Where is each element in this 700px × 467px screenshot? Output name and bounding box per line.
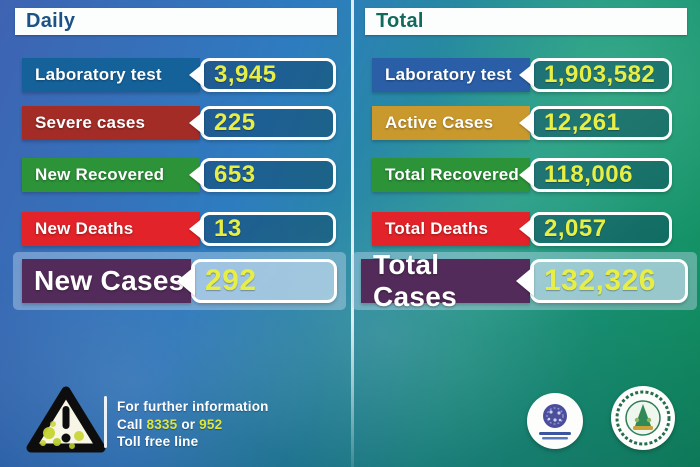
stat-row: Laboratory test 3,945 [22,58,336,92]
stat-label: Total Recovered [385,165,520,184]
phone-number-2: 952 [199,416,223,432]
stat-row: Active Cases 12,261 [372,106,672,140]
left-arrow-icon [519,111,534,135]
stat-value-box: 3,945 [189,58,336,92]
left-arrow-icon [189,111,204,135]
stat-value-box: 2,057 [519,212,672,246]
stat-value: 12,261 [544,109,621,136]
stat-label: New Cases [34,265,185,296]
stat-label-bar: Active Cases [372,106,530,140]
stat-label: Laboratory test [385,65,512,84]
stat-value-box: 292 [177,259,337,303]
hotline-line2: Call 8335 or 952 [117,416,269,434]
stat-label: Active Cases [385,113,494,132]
hotline-line3: Toll free line [117,434,199,449]
footer-divider [104,396,107,448]
left-arrow-icon [519,63,534,87]
stat-row: New Recovered 653 [22,158,336,192]
new-cases-highlight-row: New Cases 292 [13,252,346,310]
total-header: Total [365,8,687,35]
left-arrow-icon [189,63,204,87]
stat-label: Total Cases [373,249,458,312]
left-arrow-icon [189,163,204,187]
stat-value: 132,326 [544,264,656,297]
stat-label-bar: Laboratory test [22,58,200,92]
stat-label-bar: New Cases [22,259,191,303]
stat-label-bar: Severe cases [22,106,200,140]
stat-value: 13 [214,215,242,242]
left-arrow-icon [519,163,534,187]
stat-value-box: 13 [189,212,336,246]
stat-label: Laboratory test [35,65,162,84]
left-arrow-icon [177,266,195,296]
stat-row: Total Deaths 2,057 [372,212,672,246]
left-arrow-icon [519,217,534,241]
stat-row: Laboratory test 1,903,582 [372,58,672,92]
stat-label: New Deaths [35,219,134,238]
stat-label-bar: Laboratory test [372,58,530,92]
stat-row: Severe cases 225 [22,106,336,140]
column-divider [351,0,354,467]
stat-label-bar: Total Recovered [372,158,530,192]
stat-value-box: 1,903,582 [519,58,672,92]
stat-value-box: 118,006 [519,158,672,192]
hotline-info: For further information Call 8335 or 952… [117,398,269,451]
stat-value: 118,006 [544,161,633,188]
stat-value-box: 12,261 [519,106,672,140]
stat-label: Severe cases [35,113,146,132]
phone-number-1: 8335 [146,416,178,432]
stat-label: Total Deaths [385,219,489,238]
total-cases-highlight-row: Total Cases 132,326 [352,249,697,312]
stat-value: 1,903,582 [544,61,656,88]
public-health-institute-logo [527,393,583,449]
stat-value: 292 [205,264,257,297]
daily-header: Daily [15,8,337,35]
or-label: or [181,416,196,432]
daily-column: Daily Laboratory test 3,945 Severe cases… [13,0,346,360]
stat-value-box: 653 [189,158,336,192]
call-label: Call [117,416,143,432]
stat-value: 225 [214,109,256,136]
left-arrow-icon [516,266,534,296]
ministry-of-health-logo [611,386,675,450]
stat-label-bar: Total Cases [361,249,530,312]
stat-value: 3,945 [214,61,277,88]
stat-label-bar: Total Deaths [372,212,530,246]
stat-value: 2,057 [544,215,607,242]
total-column: Total Laboratory test 1,903,582 Active C… [352,0,697,360]
stat-value: 653 [214,161,256,188]
stat-row: New Deaths 13 [22,212,336,246]
hotline-line1: For further information [117,399,269,414]
warning-virus-icon [26,386,106,461]
stat-value-box: 132,326 [516,259,688,303]
stat-label-bar: New Deaths [22,212,200,246]
stat-row: Total Recovered 118,006 [372,158,672,192]
stat-label-bar: New Recovered [22,158,200,192]
left-arrow-icon [189,217,204,241]
stat-value-box: 225 [189,106,336,140]
stat-label: New Recovered [35,165,165,184]
